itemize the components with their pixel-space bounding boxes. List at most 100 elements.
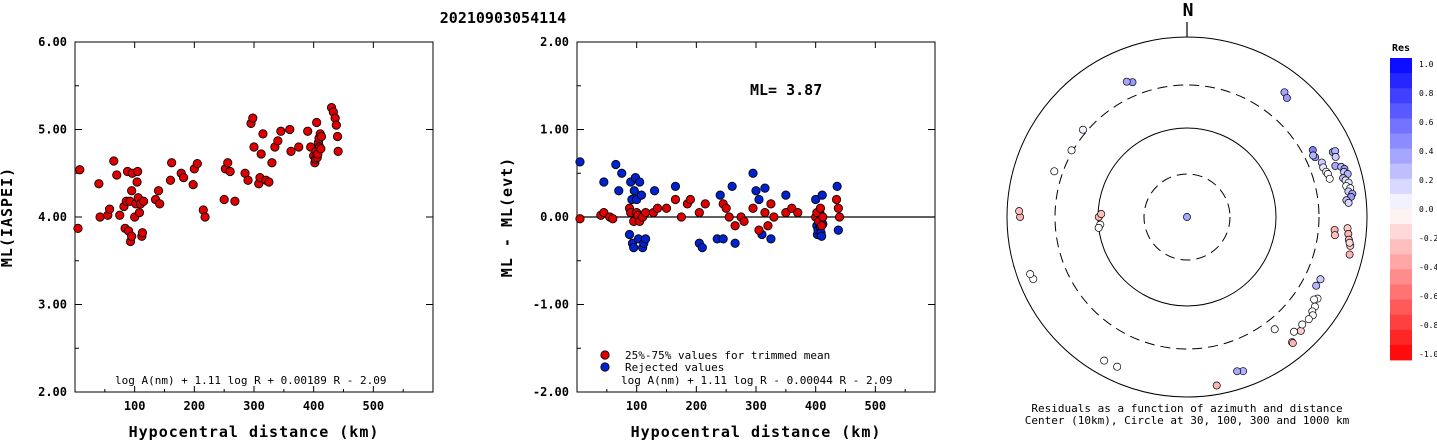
station-point — [1309, 151, 1318, 160]
y-tick-label: 2.00 — [38, 385, 67, 399]
data-point — [258, 129, 268, 139]
data-point — [127, 231, 137, 241]
accepted-point — [641, 208, 651, 218]
rejected-point — [730, 238, 740, 248]
rejected-point — [629, 186, 639, 196]
data-point — [165, 175, 176, 185]
rejected-point — [635, 177, 645, 187]
accepted-point — [608, 214, 618, 224]
accepted-point — [652, 203, 663, 213]
accepted-point — [754, 225, 764, 235]
legend-accepted-marker — [600, 350, 610, 360]
data-point — [316, 144, 326, 154]
data-point — [333, 146, 343, 156]
station-point — [1094, 223, 1103, 232]
accepted-point — [575, 214, 585, 224]
data-point — [332, 131, 343, 142]
ring-300km — [1054, 84, 1320, 350]
accepted-point — [815, 203, 826, 213]
station-point — [1067, 146, 1076, 155]
ml-vs-distance-chart: 100 200 300 400 500 2.00 3.00 4.00 5.00 6.00 ML(I… — [0, 35, 434, 441]
rejected-point — [629, 243, 639, 253]
accepted-point — [760, 208, 770, 218]
data-point — [167, 158, 177, 168]
data-point — [230, 196, 240, 206]
colorbar-labels: 1.0 0.8 0.6 0.4 0.2 0.0 -0.2 -0.4 -0.6 -0.8 -1.0 — [1419, 60, 1437, 359]
rejected-point — [751, 186, 761, 196]
data-point — [223, 158, 233, 168]
data-point — [316, 131, 327, 142]
rejected-point — [832, 181, 842, 191]
data-point — [243, 175, 253, 185]
station-point — [1100, 356, 1109, 365]
rejected-point — [611, 159, 621, 170]
station-point — [1316, 275, 1325, 284]
data-point — [192, 159, 202, 169]
station-point — [1344, 198, 1353, 207]
station-point — [1310, 295, 1319, 304]
station-point — [1298, 320, 1307, 329]
colorbar-cell — [1390, 118, 1412, 134]
x-tick-label: 100 — [124, 399, 146, 413]
rejected-point — [727, 181, 737, 191]
colorbar-cell — [1390, 163, 1412, 180]
rejected-point — [811, 194, 821, 205]
data-point — [312, 117, 322, 128]
station-point — [1026, 270, 1035, 279]
accepted-point — [817, 221, 827, 231]
x-tick-label: 400 — [805, 399, 827, 413]
accepted-point — [685, 194, 695, 205]
x-tick-label: 500 — [864, 399, 886, 413]
station-point — [1304, 315, 1313, 324]
colorbar-tick-label: -0.8 — [1419, 321, 1437, 330]
legend: 25%-75% values for trimmed mean Rejected… — [600, 349, 830, 374]
accepted-point — [818, 212, 828, 222]
rejected-point — [781, 190, 791, 200]
data-point — [249, 142, 259, 152]
data-point — [256, 149, 266, 159]
left-formula: log A(nm) + 1.11 log R + 0.00189 R - 2.0… — [115, 374, 387, 387]
colorbar-cell — [1390, 103, 1412, 119]
accepted-point — [769, 212, 779, 222]
data-point — [285, 124, 295, 135]
station-point — [1015, 207, 1024, 216]
station-point — [1212, 381, 1221, 390]
station-point — [1113, 362, 1122, 371]
x-tick-label: 500 — [362, 399, 384, 413]
data-point — [286, 146, 296, 156]
colorbar-cell — [1390, 284, 1412, 300]
data-point — [115, 210, 125, 220]
y-tick-label: 3.00 — [38, 298, 67, 312]
y-tick-label: -2.00 — [533, 385, 569, 399]
x-tick-label: 100 — [626, 399, 648, 413]
rejected-point — [817, 190, 827, 200]
accepted-point — [721, 203, 731, 213]
polar-caption-line2: Center (10km), Circle at 30, 100, 300 an… — [1025, 414, 1350, 427]
y-tick-label: 5.00 — [38, 123, 67, 137]
rejected-point — [833, 225, 843, 235]
accepted-point — [739, 216, 749, 226]
accepted-point — [831, 194, 842, 205]
legend-rejected-marker — [600, 362, 610, 372]
station-point — [1345, 238, 1354, 247]
colorbar-cell — [1390, 254, 1412, 270]
left-plot-frame — [74, 41, 434, 393]
data-point — [75, 165, 85, 175]
rejected-point — [649, 186, 660, 196]
data-point — [264, 177, 274, 187]
rejected-point — [670, 181, 681, 191]
station-point — [1050, 167, 1059, 176]
data-point — [248, 113, 258, 123]
rejected-point — [754, 194, 764, 205]
accepted-point — [700, 199, 710, 209]
rejected-point — [599, 177, 609, 187]
middle-y-axis-label: ML - ML(evt) — [498, 157, 516, 277]
colorbar-cell — [1390, 224, 1412, 240]
colorbar-cell — [1390, 133, 1412, 149]
residual-vs-distance-chart: 100 200 300 400 500 -2.00 -1.00 0.00 1.00 2.00 ML… — [498, 35, 936, 441]
accepted-point — [661, 203, 672, 213]
rejected-point — [718, 234, 728, 244]
data-point — [178, 173, 189, 183]
data-point — [127, 186, 137, 196]
data-point — [267, 158, 277, 168]
